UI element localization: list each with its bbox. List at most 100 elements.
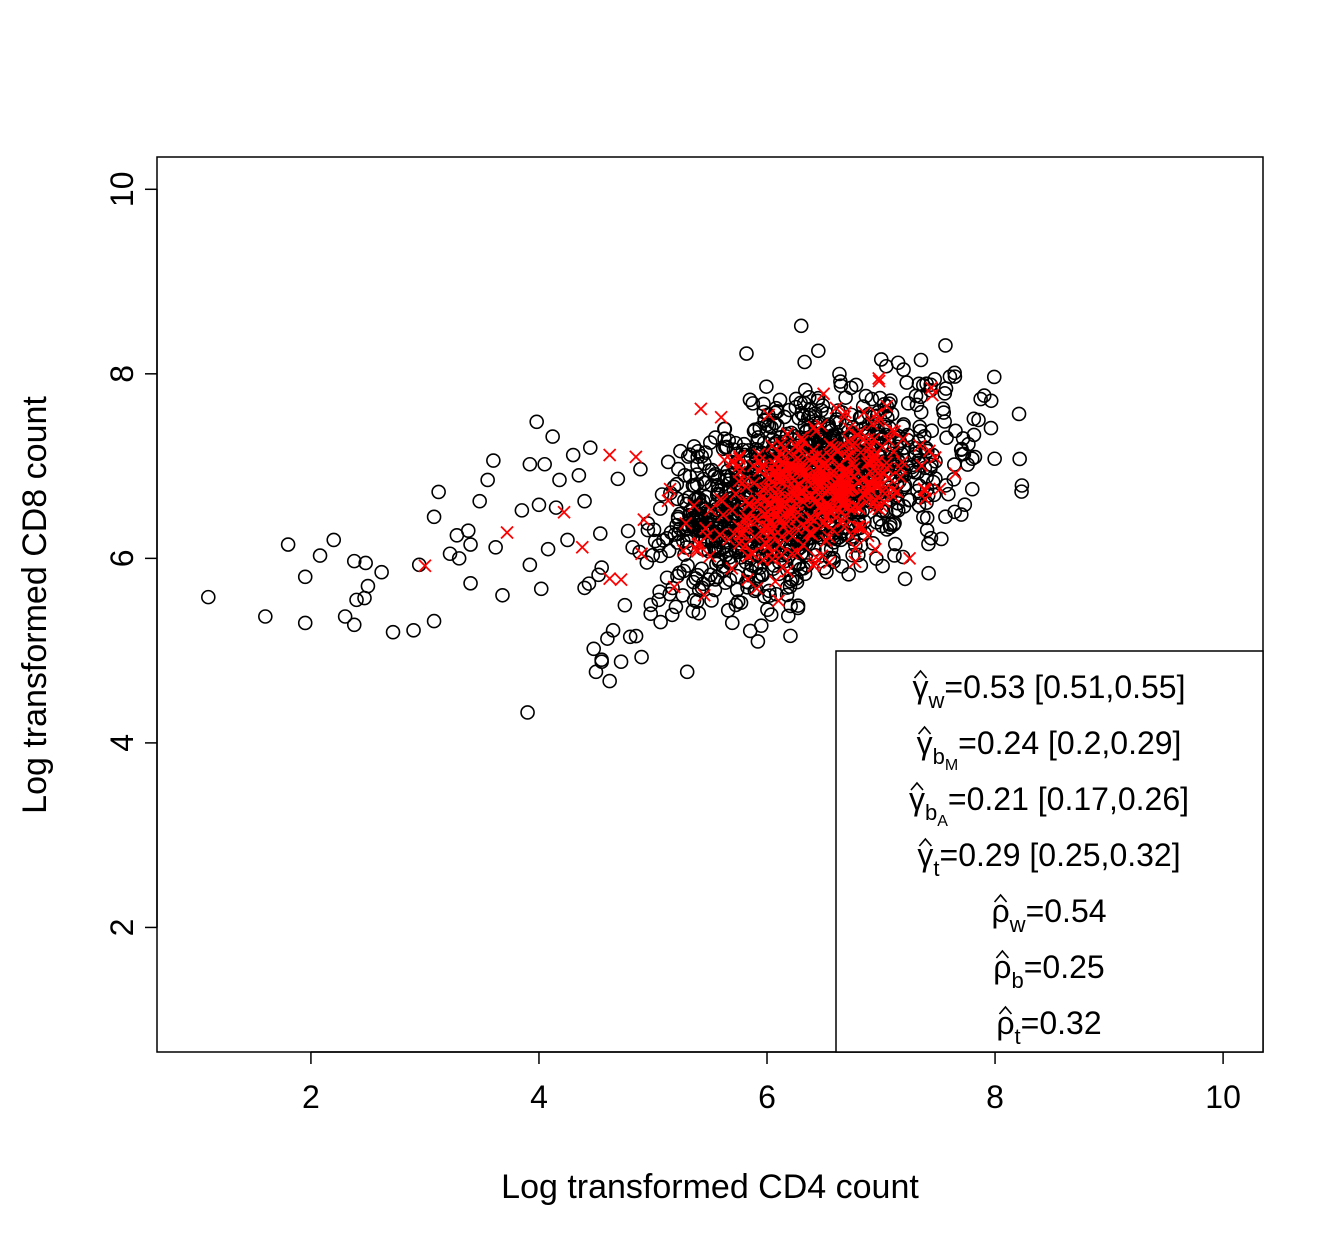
data-point-circle: [742, 392, 758, 408]
data-point-circle: [698, 445, 713, 460]
data-point-cross: [667, 580, 681, 594]
data-point-cross: [848, 499, 862, 513]
data-point-circle: [672, 521, 688, 536]
data-point-circle: [537, 456, 552, 472]
data-point-circle: [793, 318, 809, 334]
data-point-cross: [732, 459, 746, 473]
data-point-cross: [882, 471, 896, 485]
data-point-cross: [752, 447, 766, 461]
data-point-circle: [594, 560, 609, 575]
data-point-cross: [661, 494, 675, 508]
data-point-circle: [899, 375, 914, 390]
data-point-cross: [922, 444, 937, 458]
data-point-cross: [866, 453, 881, 468]
data-point-cross: [764, 481, 778, 495]
data-point-circle: [691, 605, 707, 621]
data-point-circle: [834, 559, 850, 574]
data-point-cross: [725, 561, 739, 576]
data-point-cross: [856, 520, 870, 535]
data-point-cross: [697, 588, 711, 602]
data-point-circle: [955, 431, 971, 446]
data-point-circle: [957, 497, 973, 512]
data-point-circle: [701, 463, 717, 478]
data-point-circle: [1014, 478, 1030, 493]
data-point-cross: [820, 496, 834, 511]
data-point-cross: [418, 559, 432, 573]
data-point-cross: [689, 542, 704, 557]
data-point-circle: [887, 536, 903, 552]
data-point-cross: [603, 448, 617, 462]
y-tick-label: 10: [104, 171, 140, 207]
data-point-circle: [704, 593, 719, 608]
data-point-cross: [867, 432, 881, 447]
data-point-circle: [939, 430, 954, 446]
data-point-cross: [852, 520, 867, 534]
data-point-cross: [869, 407, 884, 421]
data-point-circle: [964, 451, 980, 467]
data-point-circle: [633, 461, 648, 477]
legend-subscript: b: [1011, 968, 1023, 993]
data-point-cross: [637, 512, 651, 527]
data-point-circle: [406, 623, 421, 638]
legend-symbol: γ: [917, 837, 933, 873]
data-point-circle: [643, 606, 659, 622]
data-point-circle: [947, 365, 962, 381]
data-point-cross: [840, 449, 855, 463]
data-point-cross: [768, 574, 782, 589]
data-point-circle: [966, 427, 982, 443]
data-point-circle: [919, 510, 935, 526]
legend-symbol: γ: [909, 781, 925, 817]
data-point-circle: [426, 613, 442, 629]
data-point-cross: [833, 484, 847, 499]
data-point-circle: [768, 400, 784, 416]
data-point-circle: [495, 587, 510, 603]
data-point-circle: [426, 509, 442, 525]
data-point-cross: [796, 495, 810, 509]
data-point-circle: [582, 440, 598, 455]
data-point-circle: [757, 589, 772, 604]
data-point-circle: [947, 504, 963, 520]
data-point-circle: [297, 615, 313, 631]
data-point-circle: [431, 484, 446, 500]
data-point-cross: [816, 387, 831, 401]
data-point-cross: [773, 515, 788, 529]
data-point-circle: [757, 412, 772, 428]
data-point-cross: [614, 572, 628, 587]
data-point-cross: [902, 551, 917, 566]
data-point-cross: [857, 405, 871, 420]
data-point-cross: [805, 455, 819, 470]
data-point-cross: [850, 520, 864, 534]
data-point-cross: [783, 501, 797, 515]
data-point-circle: [676, 563, 692, 579]
data-point-circle: [928, 454, 943, 469]
data-point-cross: [838, 405, 853, 420]
data-point-circle: [900, 427, 916, 443]
data-point-circle: [346, 617, 362, 633]
legend-line: γbM=0.24 [0.2,0.29]: [917, 725, 1182, 774]
data-point-circle: [520, 705, 535, 720]
data-point-cross: [868, 542, 882, 556]
data-point-circle: [895, 467, 910, 483]
data-point-cross: [802, 491, 817, 505]
data-point-circle: [763, 607, 779, 622]
data-point-cross: [794, 458, 808, 472]
data-point-cross: [786, 488, 800, 502]
data-point-circle: [652, 584, 667, 599]
data-point-circle: [954, 441, 969, 457]
y-tick-label: 6: [104, 549, 140, 567]
data-point-circle: [675, 588, 691, 603]
data-point-circle: [463, 575, 478, 591]
data-point-circle: [326, 532, 342, 548]
data-point-cross: [885, 423, 899, 437]
data-point-circle: [900, 396, 916, 411]
data-point-cross: [837, 509, 852, 524]
data-point-circle: [919, 522, 935, 538]
data-point-circle: [617, 597, 633, 613]
data-point-circle: [711, 554, 727, 569]
data-point-circle: [788, 399, 804, 415]
data-point-circle: [986, 369, 1002, 385]
data-point-cross: [886, 483, 900, 497]
y-axis: 2 4 6 8 10: [104, 171, 158, 936]
data-point-circle: [686, 574, 701, 590]
data-point-cross: [842, 421, 856, 436]
